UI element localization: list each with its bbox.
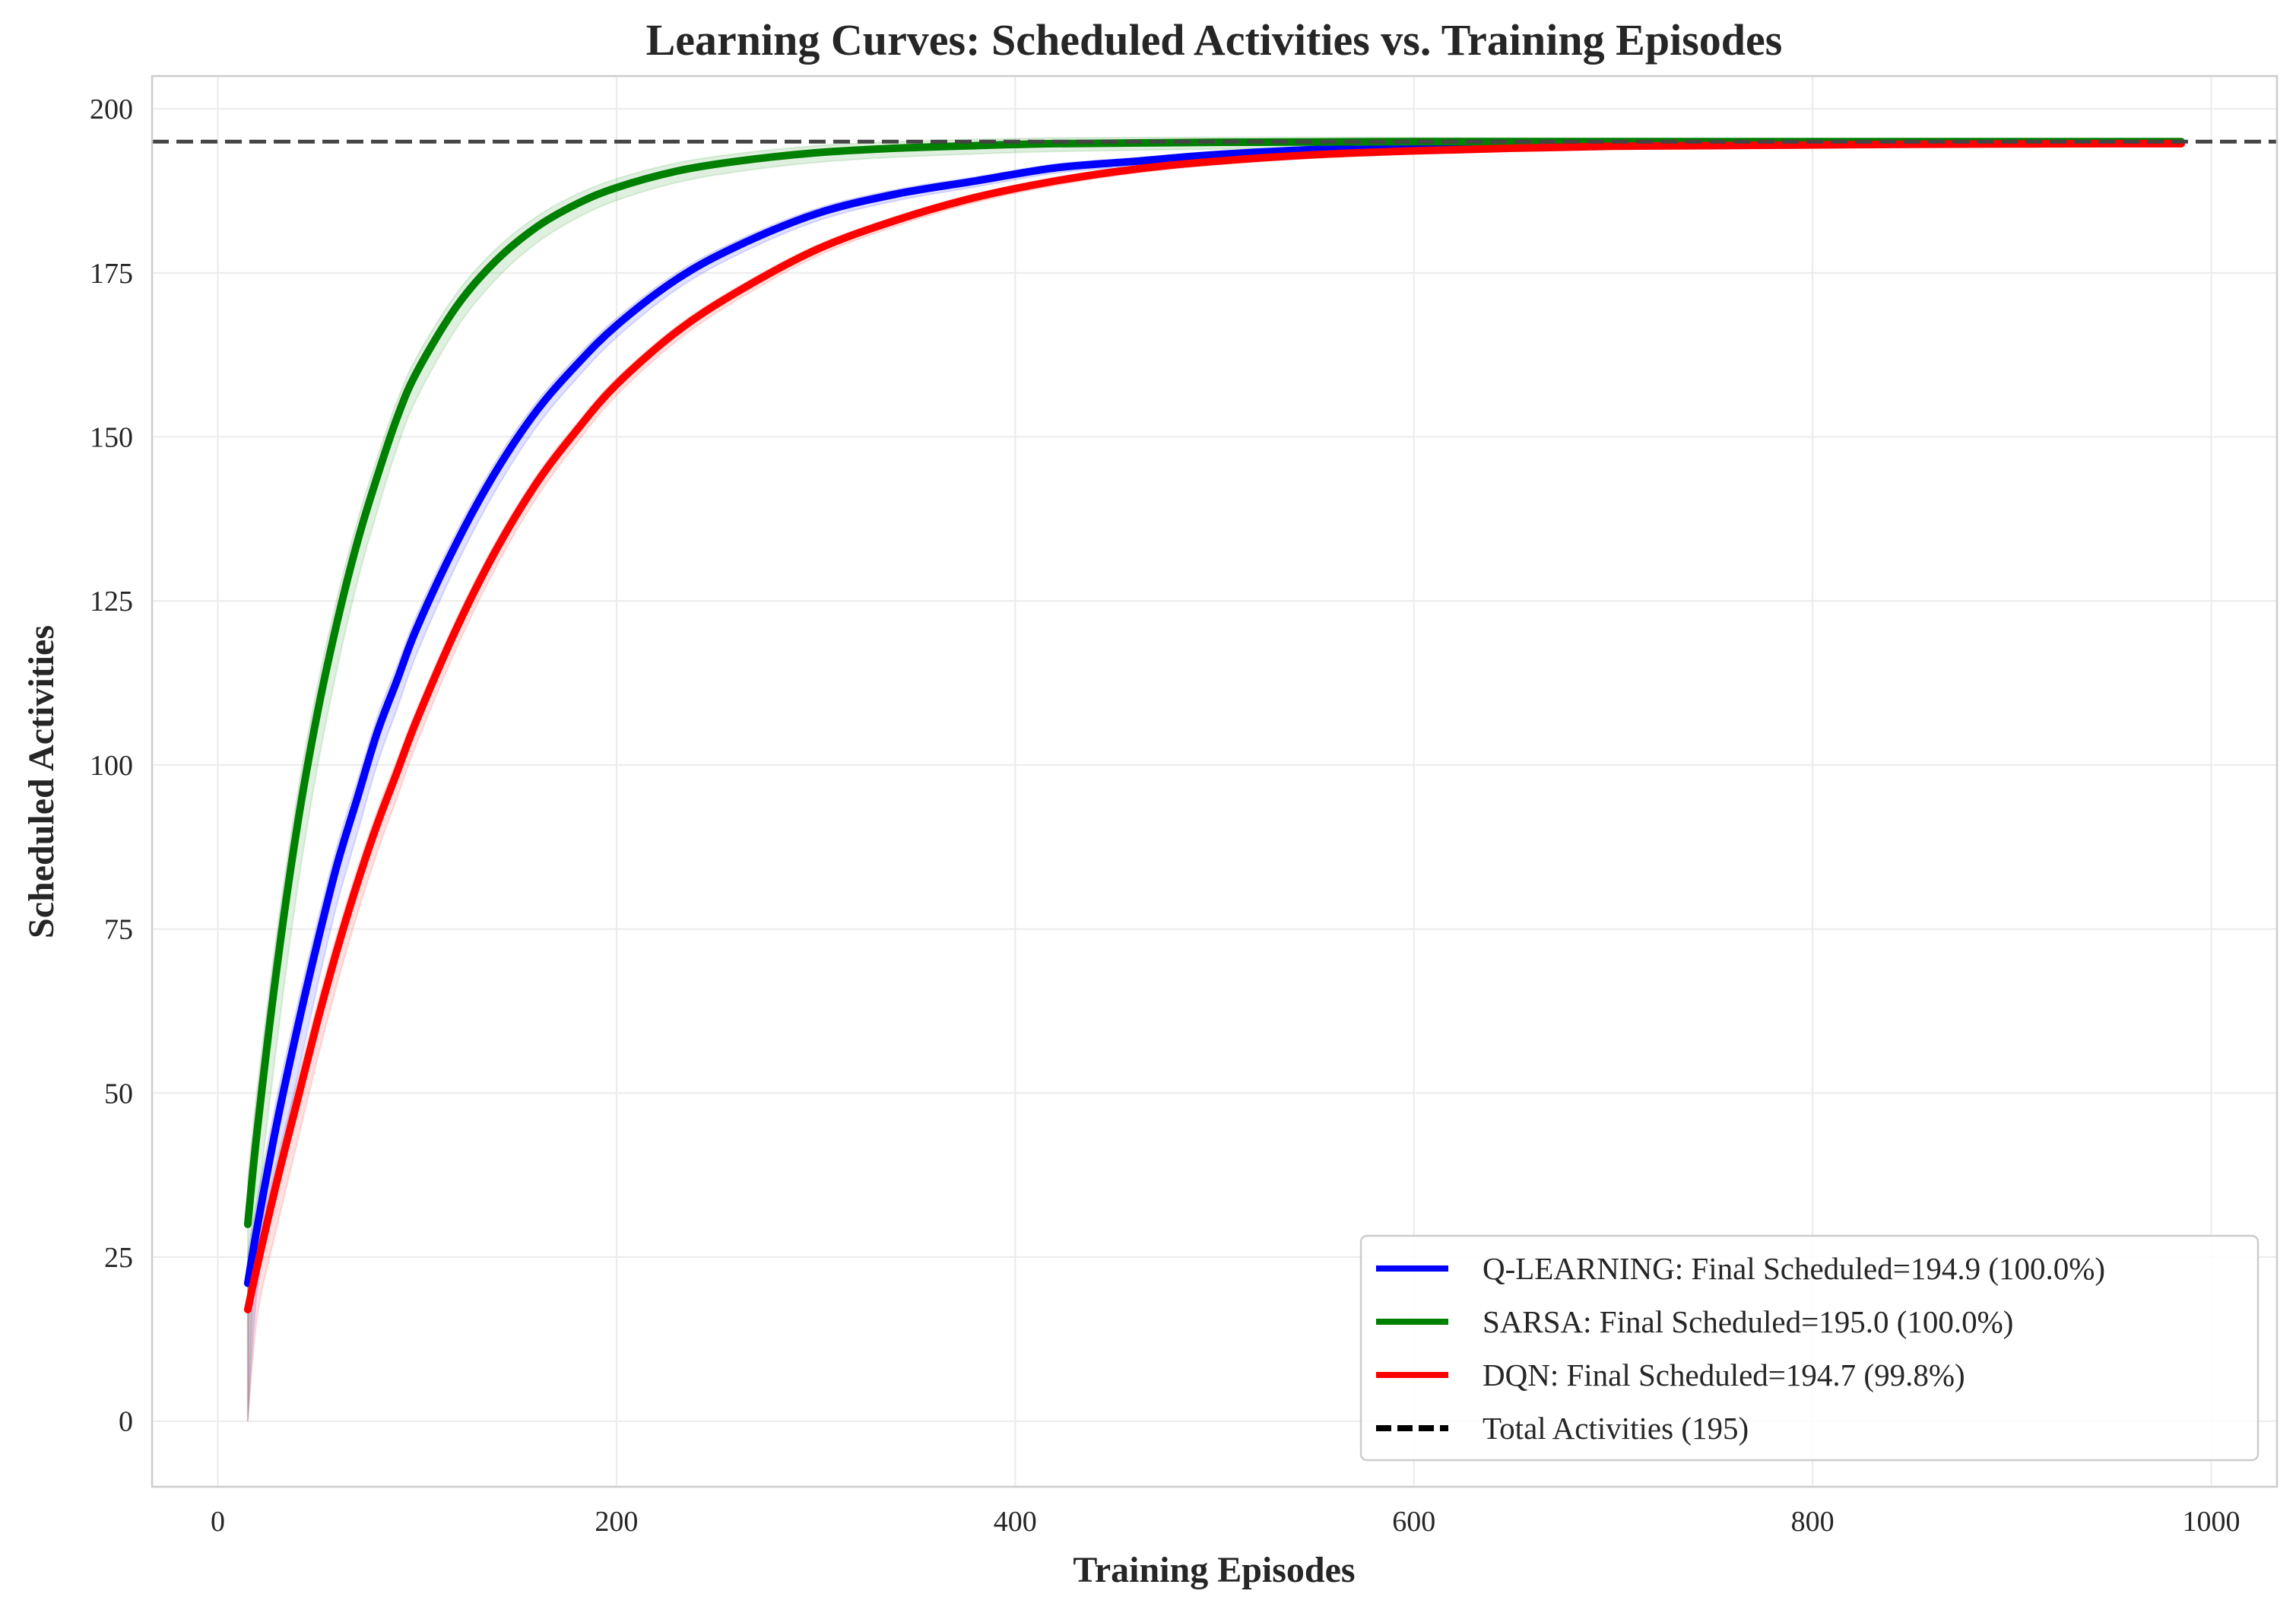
series-line bbox=[243, 138, 2186, 1228]
y-tick-label: 175 bbox=[90, 258, 133, 290]
legend-label: SARSA: Final Scheduled=195.0 (100.0%) bbox=[1483, 1304, 2013, 1339]
x-tick-label: 0 bbox=[211, 1506, 225, 1538]
legend-label: DQN: Final Scheduled=194.7 (99.8%) bbox=[1483, 1357, 1965, 1392]
x-tick-label: 400 bbox=[994, 1506, 1037, 1538]
x-tick-label: 1000 bbox=[2182, 1506, 2240, 1538]
x-tick-label: 200 bbox=[595, 1506, 638, 1538]
x-axis-label: Training Episodes bbox=[1073, 1550, 1355, 1590]
x-tick-label: 800 bbox=[1791, 1506, 1835, 1538]
y-tick-label: 125 bbox=[90, 586, 133, 618]
legend: Q-LEARNING: Final Scheduled=194.9 (100.0… bbox=[1359, 1234, 2260, 1462]
y-tick-label: 0 bbox=[119, 1406, 133, 1438]
legend-label: Total Activities (195) bbox=[1483, 1411, 1749, 1446]
y-tick-label: 100 bbox=[90, 750, 133, 782]
y-tick-label: 50 bbox=[104, 1078, 133, 1110]
legend-box bbox=[1359, 1234, 2260, 1462]
y-tick-label: 75 bbox=[104, 914, 133, 946]
x-tick-label: 600 bbox=[1392, 1506, 1435, 1538]
series-line bbox=[243, 139, 2186, 1313]
chart-title: Learning Curves: Scheduled Activities vs… bbox=[646, 15, 1783, 65]
y-tick-label: 150 bbox=[90, 422, 133, 454]
legend-label: Q-LEARNING: Final Scheduled=194.9 (100.0… bbox=[1483, 1251, 2105, 1286]
y-tick-label: 200 bbox=[90, 94, 133, 125]
plot-border bbox=[151, 75, 2279, 1488]
y-tick-label: 25 bbox=[104, 1242, 133, 1274]
y-axis-label: Scheduled Activities bbox=[21, 625, 62, 938]
